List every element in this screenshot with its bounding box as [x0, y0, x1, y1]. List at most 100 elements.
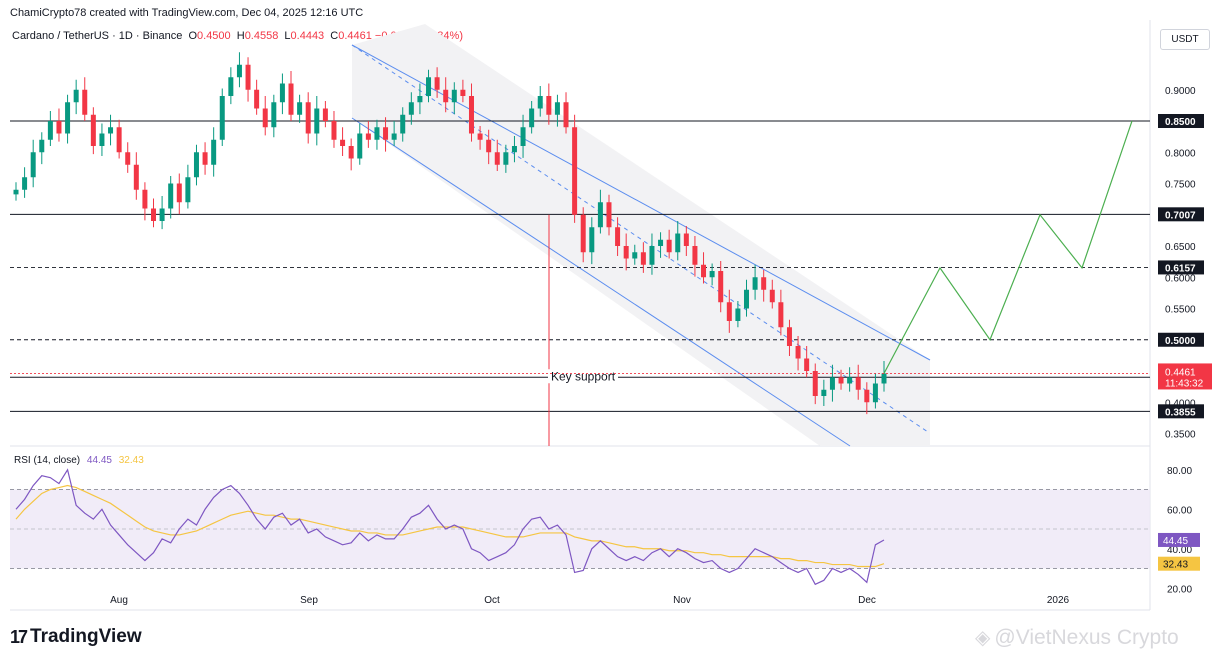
level-label: 0.3855 [1165, 407, 1196, 418]
rsi-legend: RSI (14, close) 44.45 32.43 [14, 455, 144, 466]
x-tick-label: Oct [484, 595, 500, 606]
candle-body [812, 371, 818, 396]
high-value: 0.4558 [244, 30, 279, 42]
candle-body [193, 152, 199, 178]
candle-body [408, 102, 414, 115]
candle-body [847, 377, 853, 384]
candle-body [73, 89, 79, 103]
candle-body [90, 114, 96, 146]
candle-body [434, 77, 440, 90]
candle-body [537, 96, 543, 109]
rsi-tick-label: 20.00 [1167, 584, 1192, 595]
candle-body [864, 389, 870, 403]
y-tick-label: 0.3500 [1165, 430, 1196, 441]
tradingview-logo: 17 TradingView [10, 626, 142, 647]
candle-body [391, 133, 397, 140]
candle-body [82, 89, 88, 115]
rsi-title: RSI (14, close) [14, 455, 81, 466]
candle-body [314, 108, 320, 134]
candle-body [529, 108, 535, 128]
candle-body [623, 246, 629, 259]
level-label: 0.8500 [1165, 117, 1196, 128]
key-support-label: Key support [551, 369, 616, 383]
candle-body [649, 246, 655, 265]
currency-button[interactable]: USDT [1160, 29, 1210, 50]
candle-body [228, 77, 234, 96]
candle-body [348, 146, 354, 159]
candle-body [743, 289, 749, 309]
candle-body [640, 252, 646, 265]
candle-body [254, 89, 260, 109]
channel-shade [352, 24, 930, 446]
candle-body [99, 133, 105, 146]
candle-body [271, 102, 277, 128]
candle-body [288, 83, 294, 115]
candle-body [468, 96, 474, 134]
symbol-title[interactable]: Cardano / TetherUS · 1D · Binance [12, 30, 183, 42]
candle-body [503, 152, 509, 165]
current-price-label: 0.4461 [1165, 367, 1196, 378]
candle-body [383, 127, 389, 140]
candle-body [701, 264, 707, 278]
candle-body [279, 83, 285, 103]
candle-body [761, 277, 767, 290]
candle-body [322, 108, 328, 121]
x-tick-label: Nov [673, 595, 691, 606]
candle-body [511, 146, 517, 153]
candle-body [108, 127, 114, 134]
low-value: 0.4443 [290, 30, 325, 42]
candle-body [881, 373, 887, 384]
candle-body [168, 183, 174, 209]
candle-body [133, 164, 139, 190]
key-support-bg [548, 369, 618, 384]
watermark: ◈ @VietNexus Crypto [975, 625, 1179, 650]
candle-body [632, 252, 638, 259]
level-label-bg [1158, 332, 1204, 347]
rsi-value-badge [1158, 532, 1200, 547]
candle-body [262, 108, 268, 128]
rsi-ma-badge-text: 32.43 [1163, 560, 1188, 571]
candle-body [151, 208, 157, 221]
candle-body [692, 246, 698, 265]
channel-lower [351, 117, 851, 447]
rsi-tick-label: 60.00 [1167, 505, 1192, 516]
candle-body [443, 89, 449, 103]
candle-body [125, 152, 131, 165]
candle-body [563, 102, 569, 128]
candle-body [365, 133, 371, 140]
candle-body [65, 102, 71, 134]
candle-body [185, 177, 191, 203]
y-tick-label: 0.5500 [1165, 305, 1196, 316]
candle-body [658, 239, 664, 246]
candle-body [340, 139, 346, 146]
candle-body [236, 64, 242, 78]
candle-body [39, 139, 45, 153]
current-price-badge [1158, 363, 1212, 390]
rsi-value: 44.45 [86, 455, 112, 466]
candle-body [22, 177, 28, 190]
candle-body [202, 152, 208, 165]
candle-body [572, 127, 578, 215]
level-label-bg [1158, 260, 1204, 275]
candle-body [520, 127, 526, 146]
y-tick-label: 0.6500 [1165, 242, 1196, 253]
candle-body [735, 308, 741, 321]
level-label: 0.6157 [1165, 263, 1196, 274]
candle-body [872, 383, 878, 403]
candle-body [795, 346, 801, 359]
candle-body [615, 227, 621, 246]
candle-body [486, 139, 492, 153]
candle-body [778, 302, 784, 328]
candle-body [769, 289, 775, 303]
candle-body [451, 89, 457, 103]
candle-body [176, 183, 182, 203]
y-tick-label: 0.8000 [1165, 148, 1196, 159]
y-tick-label: 0.4000 [1165, 398, 1196, 409]
rsi-badge-text: 44.45 [1163, 536, 1188, 547]
candle-body [331, 121, 337, 140]
level-label-bg [1158, 207, 1204, 222]
candle-body [606, 202, 612, 228]
low-label: L [284, 30, 291, 42]
x-tick-label: Sep [300, 595, 318, 606]
